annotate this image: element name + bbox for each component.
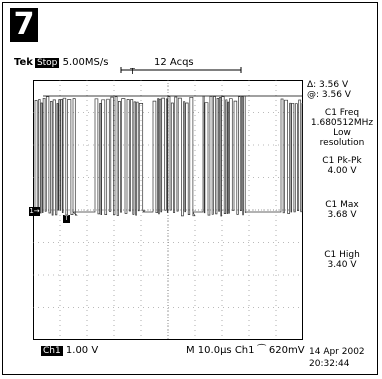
scope-status-header: Tek Stop 5.00MS/s — [14, 57, 108, 68]
cursor-readout: Δ: 3.56 V @: 3.56 V — [304, 80, 380, 100]
waveform-display[interactable] — [33, 80, 303, 340]
figure-number-badge: 7 — [10, 8, 38, 42]
date-label: 14 Apr 2002 — [309, 347, 365, 357]
high-value: 3.40 V — [327, 260, 357, 270]
ch1-volts-per-div: 1.00 V — [65, 345, 99, 356]
sample-rate: 5.00MS/s — [62, 57, 109, 68]
pkpk-measurement: C1 Pk-Pk 4.00 V — [304, 156, 380, 176]
freq-value: 1.680512MHz — [310, 118, 374, 128]
ch1-ground-marker: 1→ — [29, 207, 40, 216]
figure-frame — [2, 2, 378, 375]
freq-label: C1 Freq — [324, 108, 360, 118]
high-label: C1 High — [324, 250, 360, 260]
timestamp: 14 Apr 2002 20:32:44 — [309, 346, 365, 370]
measurement-panel: Δ: 3.56 V @: 3.56 V C1 Freq 1.680512MHz … — [304, 80, 380, 278]
acquisition-count: 12 Acqs — [154, 57, 194, 68]
trigger-marker-label: T — [129, 67, 135, 74]
trigger-position-bar: T — [120, 67, 242, 74]
max-value: 3.68 V — [327, 210, 357, 220]
pkpk-value: 4.00 V — [327, 166, 357, 176]
ch1-waveform-trace — [33, 95, 303, 217]
waveform-path — [33, 95, 303, 217]
ch1-tag[interactable]: Ch1 — [41, 346, 63, 356]
cursor-delta: Δ: 3.56 V — [307, 80, 349, 90]
cursor-at: @: 3.56 V — [307, 90, 351, 100]
high-measurement: C1 High 3.40 V — [304, 250, 380, 270]
max-label: C1 Max — [325, 200, 359, 210]
timebase-trigger-readout: M 10.0µs Ch1 ⁀ 620mV — [186, 345, 305, 356]
max-measurement: C1 Max 3.68 V — [304, 200, 380, 220]
freq-note-resolution: resolution — [319, 138, 365, 148]
run-stop-indicator[interactable]: Stop — [34, 58, 60, 68]
channel-scale: Ch1 1.00 V — [41, 345, 98, 356]
freq-note-low: Low — [333, 128, 351, 138]
freq-measurement: C1 Freq 1.680512MHz Low resolution — [304, 108, 380, 148]
brand-label: Tek — [14, 57, 33, 68]
trigger-level-marker: T — [63, 215, 70, 223]
time-label: 20:32:44 — [309, 359, 350, 369]
pkpk-label: C1 Pk-Pk — [322, 156, 362, 166]
